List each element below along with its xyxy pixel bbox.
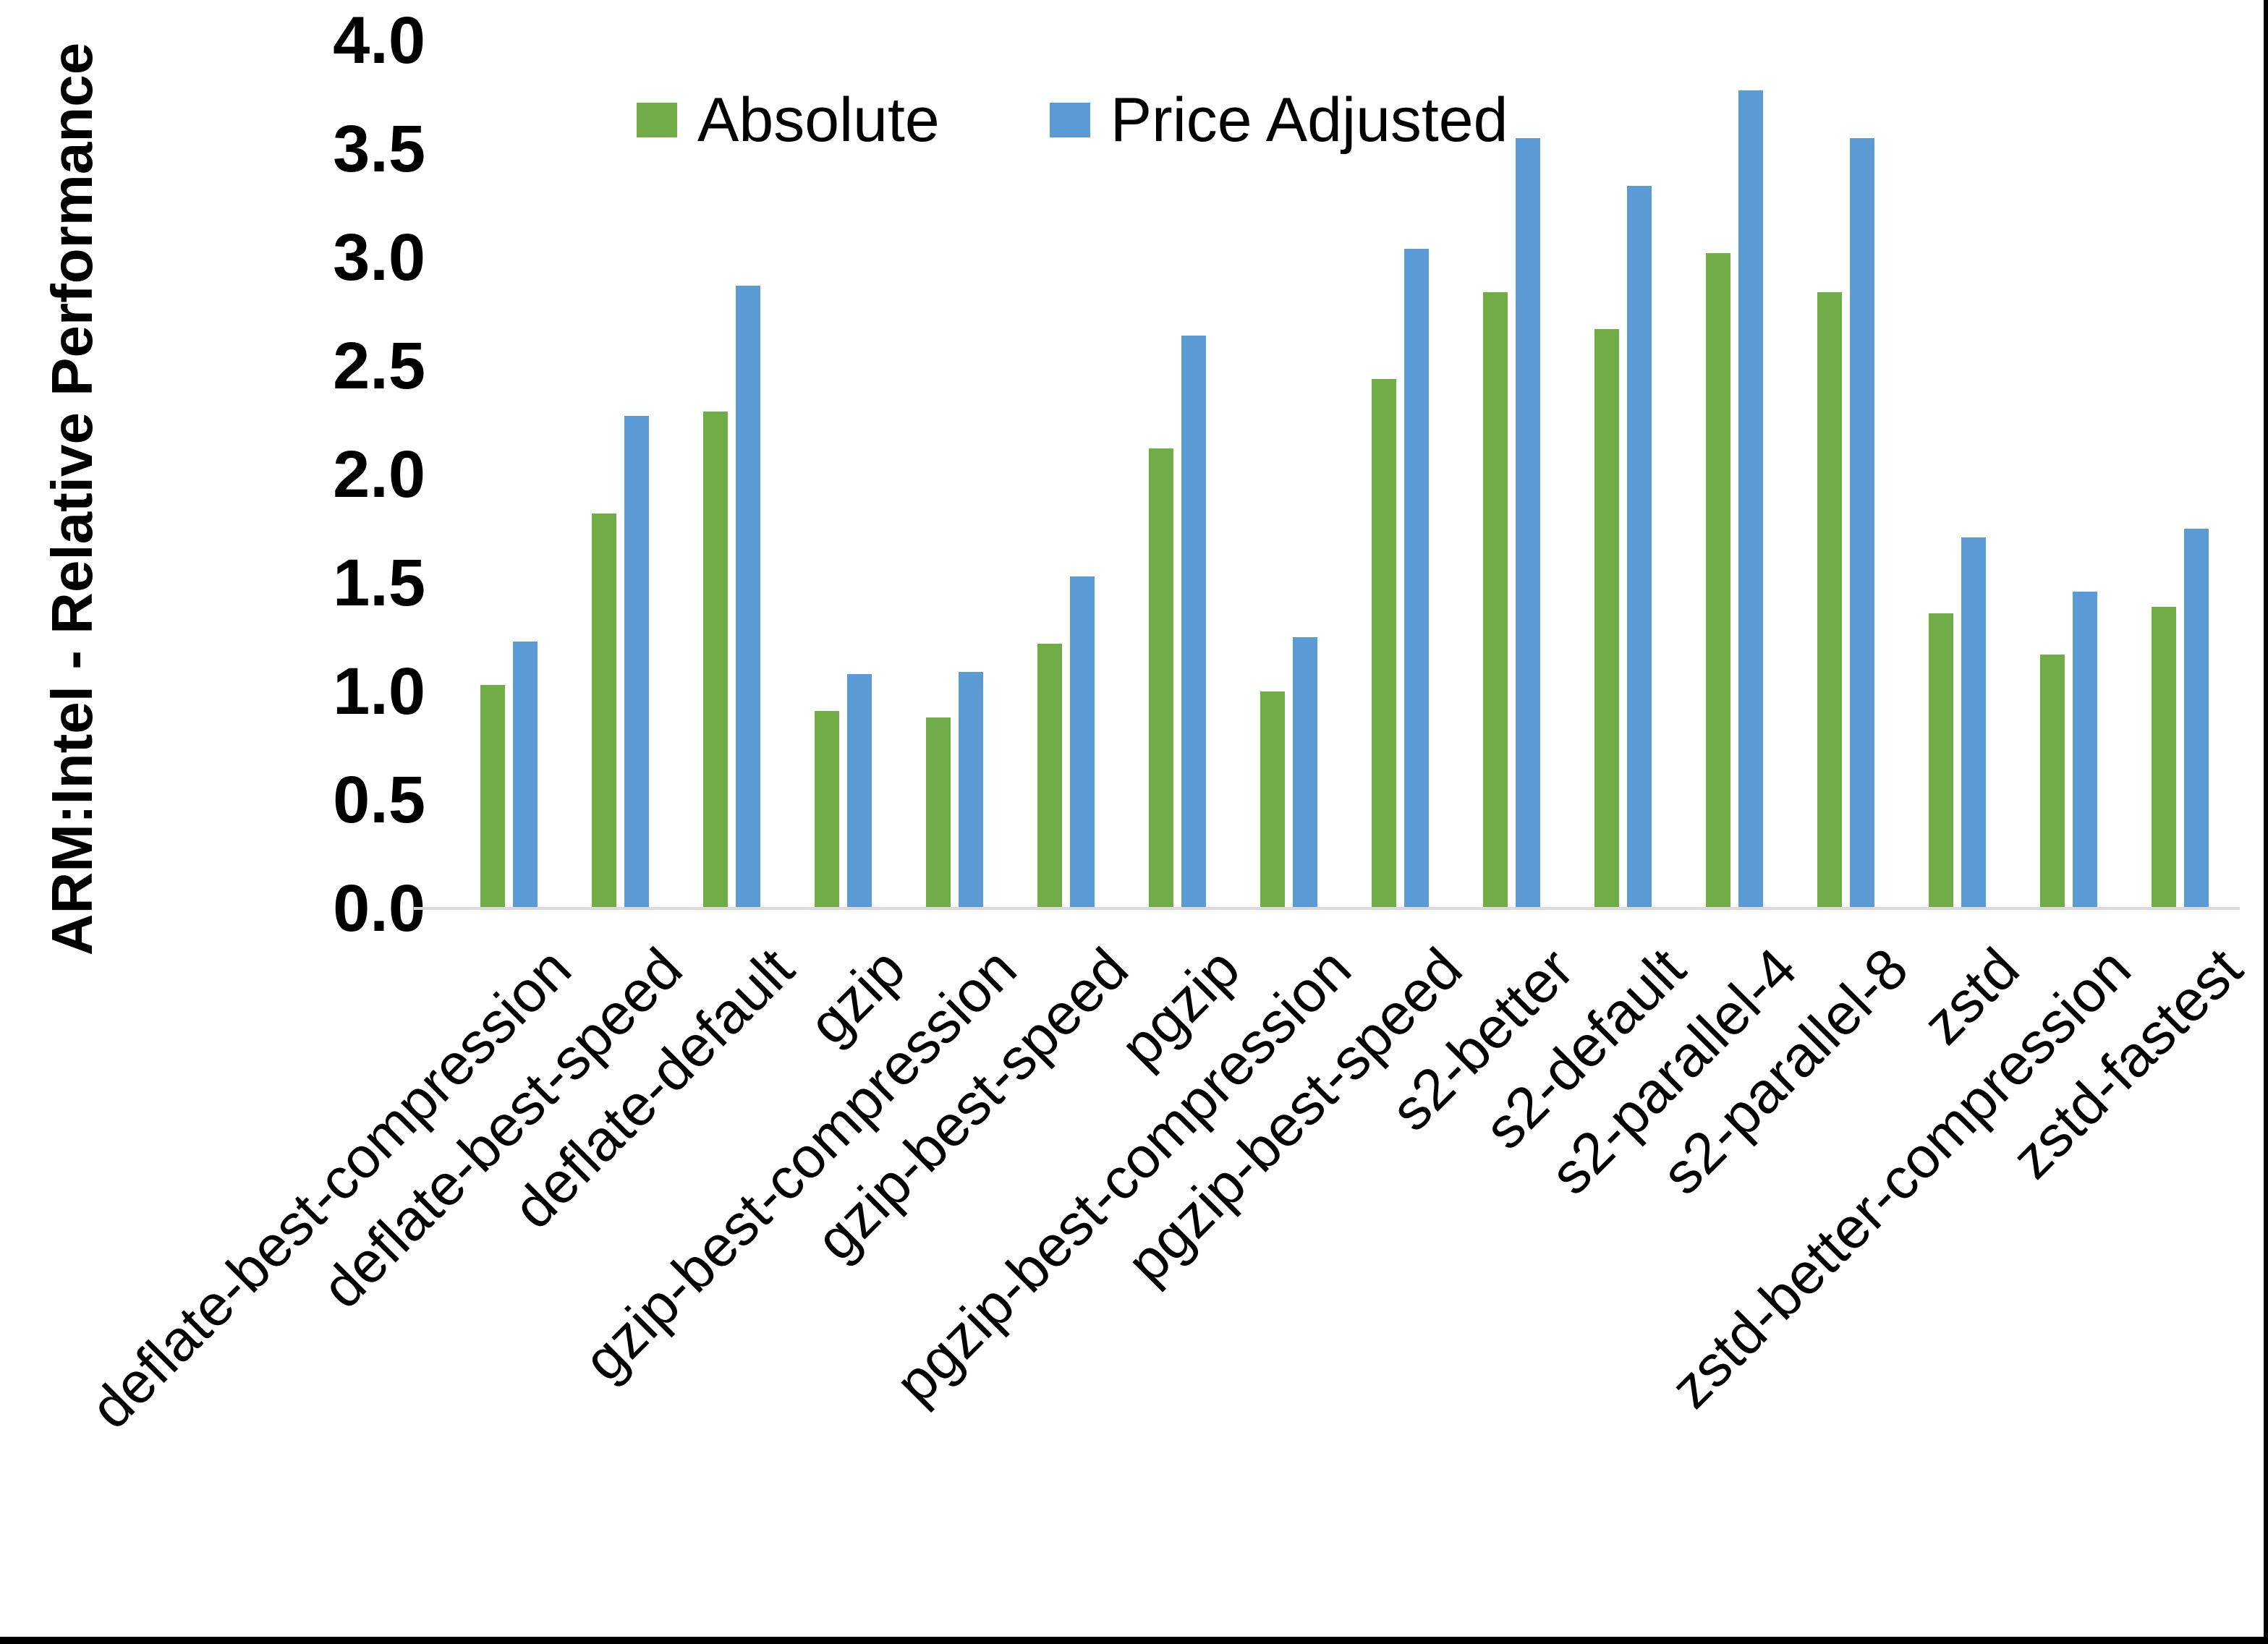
bar-price-adjusted [1626,186,1652,908]
bar-absolute [2151,607,2176,908]
bar-price-adjusted [735,286,760,908]
bar-absolute [1817,292,1842,908]
y-tick-label: 0.0 [333,872,425,945]
y-tick-label: 1.0 [333,655,425,728]
y-tick-label: 2.5 [333,329,425,403]
bar-price-adjusted [2072,592,2097,908]
bar-price-adjusted [1292,637,1317,908]
bar-price-adjusted [1961,537,1986,908]
bar-absolute [1928,613,1953,908]
bar-absolute [1371,379,1396,908]
bar-price-adjusted [1515,138,1540,908]
y-tick-label: 3.5 [333,112,425,186]
y-tick-label: 2.0 [333,438,425,511]
bar-price-adjusted [958,672,983,908]
bar-price-adjusted [1181,336,1206,908]
y-tick-label: 0.5 [333,763,425,837]
legend-label-absolute: Absolute [697,85,940,155]
image-right-border [2264,0,2268,1644]
y-axis-title: ARM:Intel - Relative Performance [40,42,104,956]
chart-legend: Absolute Price Adjusted [637,85,1508,155]
y-tick-label: 4.0 [333,4,425,77]
bar-price-adjusted [1403,249,1429,908]
bar-absolute [1260,691,1285,908]
bar-absolute [814,711,839,908]
legend-swatch-price-adjusted [1049,103,1090,137]
bar-absolute [1705,253,1730,908]
bar-price-adjusted [1849,138,1874,908]
bar-absolute [702,412,728,908]
bar-absolute [1482,292,1508,908]
x-axis-baseline [414,907,2240,910]
bar-price-adjusted [624,416,649,908]
bar-absolute [1037,644,1062,908]
bar-price-adjusted [846,674,872,908]
bar-price-adjusted [2183,529,2209,908]
legend-swatch-absolute [637,103,677,137]
bar-absolute [925,717,951,908]
bar-price-adjusted [1069,576,1095,908]
bar-absolute [2039,655,2065,908]
bar-absolute [591,514,616,908]
bar-price-adjusted [1738,90,1763,908]
y-tick-label: 1.5 [333,546,425,620]
y-tick-label: 3.0 [333,221,425,294]
image-bottom-border [0,1637,2268,1644]
bar-price-adjusted [512,642,538,908]
bar-absolute [1148,448,1173,908]
legend-label-price-adjusted: Price Adjusted [1110,85,1508,155]
bar-absolute [480,685,505,908]
bar-absolute [1594,329,1619,908]
